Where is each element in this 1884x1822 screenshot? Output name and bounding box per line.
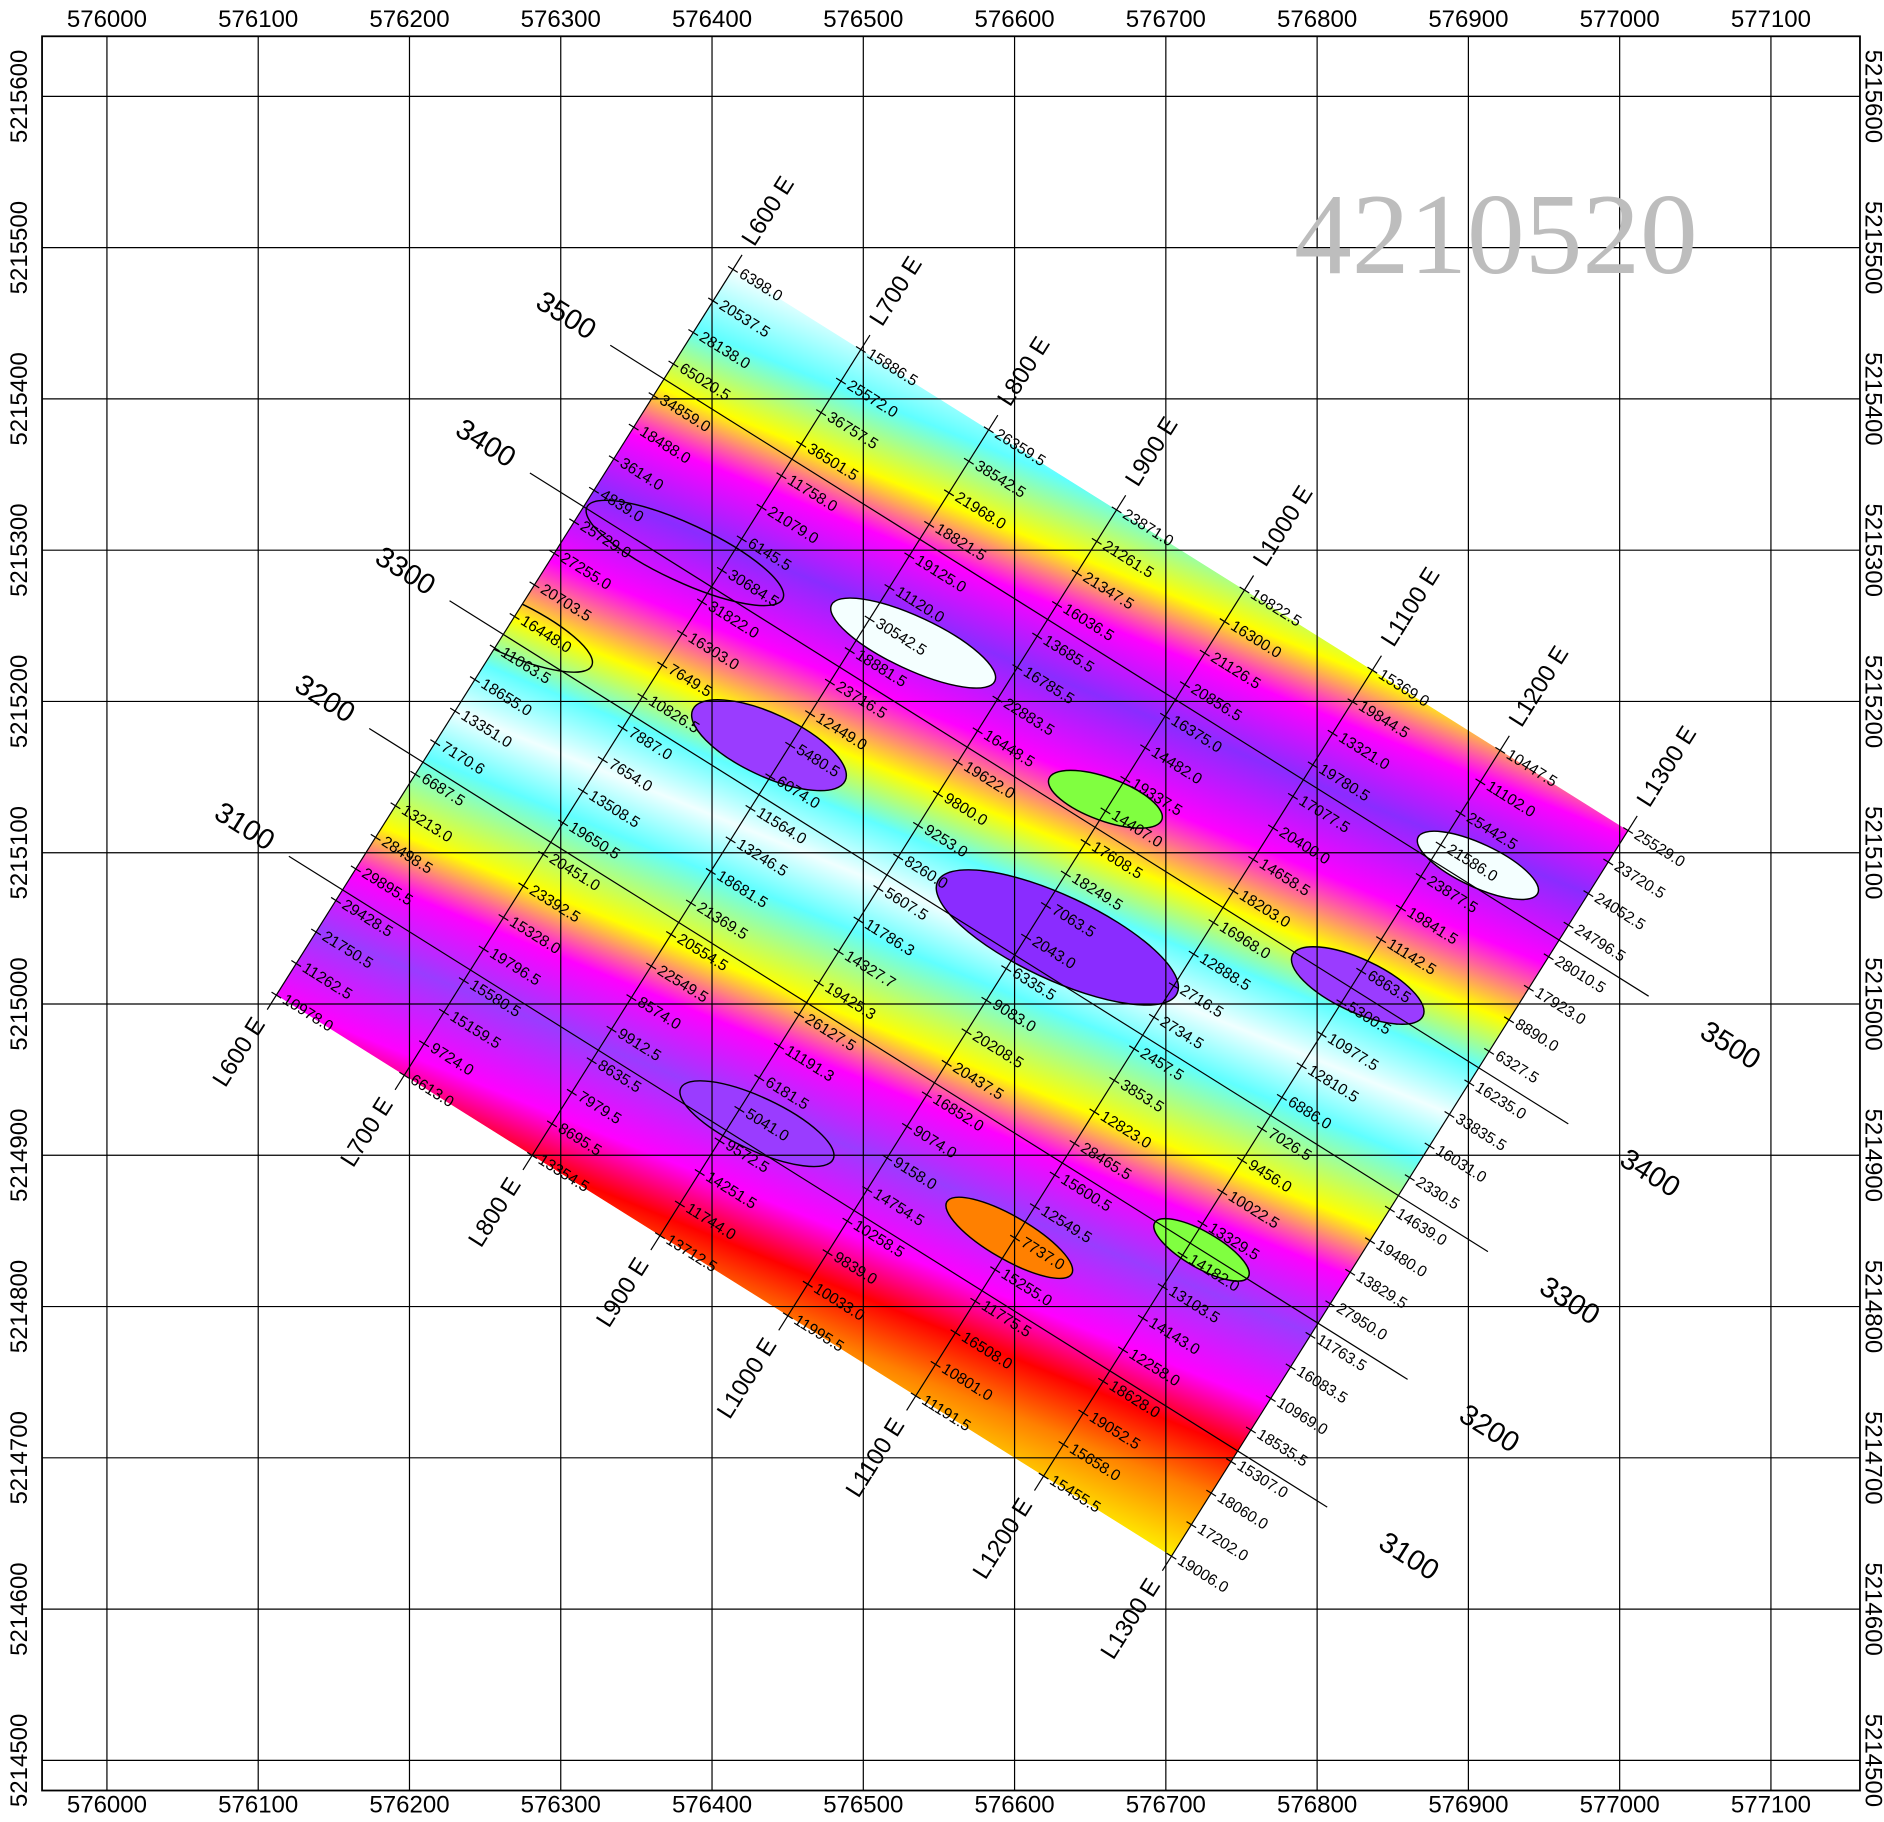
- y-label-left: 5214700: [6, 1411, 33, 1505]
- map-title: 4210520: [1294, 170, 1698, 298]
- y-label-right: 5215100: [1860, 806, 1884, 900]
- x-label-top: 576800: [1277, 6, 1357, 33]
- x-label-top: 576500: [823, 6, 903, 33]
- x-label-bottom: 576900: [1428, 1791, 1508, 1818]
- x-label-top: 576200: [369, 6, 449, 33]
- y-label-right: 5214900: [1860, 1109, 1884, 1203]
- y-label-left: 5215000: [6, 957, 33, 1051]
- x-label-top: 577000: [1580, 6, 1660, 33]
- x-label-top: 576100: [218, 6, 298, 33]
- y-label-right: 5215600: [1860, 50, 1884, 143]
- y-label-right: 5215500: [1860, 201, 1884, 294]
- y-label-left: 5214600: [6, 1562, 33, 1655]
- x-label-top: 576000: [67, 6, 147, 33]
- y-label-right: 5214800: [1860, 1260, 1884, 1354]
- map: 576000 576000 576100 576100 576200 576200 5763…: [0, 0, 1884, 1822]
- x-label-bottom: 576800: [1277, 1791, 1357, 1818]
- x-label-bottom: 577000: [1580, 1791, 1660, 1818]
- y-label-left: 5214800: [6, 1260, 33, 1354]
- x-label-bottom: 576600: [975, 1791, 1055, 1818]
- y-label-left: 5215400: [6, 352, 33, 445]
- y-label-left: 5214500: [6, 1714, 33, 1808]
- x-label-top: 576300: [521, 6, 601, 33]
- x-label-top: 577100: [1731, 6, 1811, 33]
- x-label-top: 576600: [975, 6, 1055, 33]
- page: { "title": "4210520", "x_axis": {"labels…: [0, 0, 1884, 1822]
- x-label-top: 576700: [1126, 6, 1206, 33]
- y-label-right: 5215200: [1860, 655, 1884, 748]
- x-label-bottom: 577100: [1731, 1791, 1811, 1818]
- x-label-bottom: 576300: [521, 1791, 601, 1818]
- y-label-right: 5215000: [1860, 957, 1884, 1051]
- y-label-left: 5215600: [6, 50, 33, 144]
- x-label-bottom: 576500: [823, 1791, 903, 1818]
- y-label-left: 5215300: [6, 503, 33, 596]
- x-label-bottom: 576000: [67, 1791, 147, 1818]
- x-label-bottom: 576100: [218, 1791, 298, 1818]
- x-label-bottom: 576400: [672, 1791, 752, 1818]
- y-label-right: 5214500: [1860, 1714, 1884, 1808]
- y-label-left: 5215200: [6, 655, 33, 748]
- y-label-right: 5215400: [1860, 352, 1884, 445]
- y-label-right: 5214700: [1860, 1411, 1884, 1505]
- x-label-bottom: 576700: [1126, 1791, 1206, 1818]
- x-label-top: 576400: [672, 6, 752, 33]
- x-label-top: 576900: [1428, 6, 1508, 33]
- x-label-bottom: 576200: [369, 1791, 449, 1818]
- y-label-left: 5214900: [6, 1109, 33, 1203]
- y-label-right: 5215300: [1860, 503, 1884, 596]
- y-label-left: 5215100: [6, 806, 33, 900]
- y-label-right: 5214600: [1860, 1562, 1884, 1655]
- y-label-left: 5215500: [6, 201, 33, 295]
